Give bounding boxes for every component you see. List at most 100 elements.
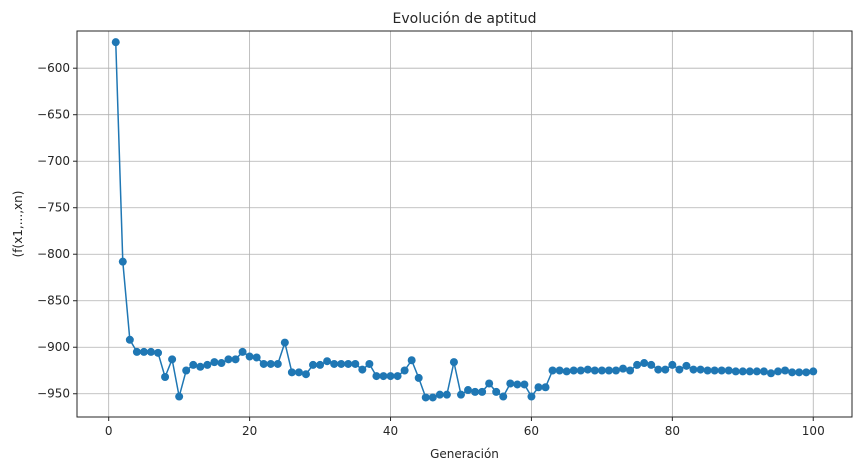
chart-title: Evolución de aptitud bbox=[393, 11, 537, 27]
y-tick-label: −900 bbox=[37, 340, 70, 354]
data-point bbox=[513, 380, 522, 389]
y-tick-label: −650 bbox=[37, 108, 70, 122]
data-point bbox=[745, 367, 754, 376]
data-point bbox=[499, 392, 508, 401]
data-point bbox=[759, 367, 768, 376]
y-tick-label: −850 bbox=[37, 294, 70, 308]
series bbox=[111, 38, 818, 402]
data-point bbox=[379, 372, 388, 381]
data-point bbox=[118, 257, 127, 266]
data-point bbox=[252, 353, 261, 362]
data-point bbox=[541, 383, 550, 392]
data-point bbox=[259, 359, 268, 368]
data-point bbox=[351, 359, 360, 368]
data-point bbox=[464, 386, 473, 395]
y-tick-label: −600 bbox=[37, 61, 70, 75]
data-point bbox=[231, 355, 240, 364]
data-point bbox=[449, 358, 458, 367]
data-point bbox=[492, 387, 501, 396]
data-point bbox=[435, 390, 444, 399]
data-point bbox=[323, 357, 332, 366]
y-tick-label: −750 bbox=[37, 201, 70, 215]
data-point bbox=[506, 379, 515, 388]
x-tick-label: 40 bbox=[383, 424, 398, 438]
data-point bbox=[358, 365, 367, 374]
data-point bbox=[146, 347, 155, 356]
data-point bbox=[724, 366, 733, 375]
data-point bbox=[696, 365, 705, 374]
data-point bbox=[647, 360, 656, 369]
data-point bbox=[626, 366, 635, 375]
data-point bbox=[330, 359, 339, 368]
data-point bbox=[132, 347, 141, 356]
y-tick-label: −700 bbox=[37, 154, 70, 168]
data-point bbox=[421, 393, 430, 402]
data-point bbox=[344, 359, 353, 368]
x-tick-label: 100 bbox=[802, 424, 825, 438]
data-point bbox=[196, 362, 205, 371]
data-point bbox=[590, 366, 599, 375]
data-point bbox=[161, 373, 170, 382]
data-point bbox=[224, 355, 233, 364]
data-point bbox=[280, 338, 289, 347]
data-point bbox=[675, 365, 684, 374]
axis-ticks: 0 20 40 60 80 100 −950 −900 −850 −800 −750 −700 −650… bbox=[37, 61, 825, 438]
series-line bbox=[115, 42, 814, 399]
data-point bbox=[703, 366, 712, 375]
data-point bbox=[245, 352, 254, 361]
data-point bbox=[682, 361, 691, 370]
data-point bbox=[611, 366, 620, 375]
y-axis-label: (f(x1,...,xn) bbox=[11, 191, 25, 258]
data-point bbox=[273, 359, 282, 368]
data-point bbox=[752, 367, 761, 376]
y-tick-label: −800 bbox=[37, 247, 70, 261]
data-point bbox=[407, 356, 416, 365]
data-point bbox=[238, 347, 247, 356]
data-point bbox=[456, 390, 465, 399]
x-axis-label: Generación bbox=[430, 447, 499, 461]
data-point bbox=[154, 348, 163, 357]
data-point bbox=[393, 372, 402, 381]
data-point bbox=[569, 366, 578, 375]
data-point bbox=[766, 369, 775, 378]
data-point bbox=[287, 368, 296, 377]
data-point bbox=[316, 360, 325, 369]
data-point bbox=[619, 364, 628, 373]
data-point bbox=[301, 370, 310, 379]
data-point bbox=[562, 367, 571, 376]
data-point bbox=[309, 360, 318, 369]
grid bbox=[77, 31, 852, 417]
x-tick-label: 0 bbox=[105, 424, 113, 438]
data-point bbox=[337, 359, 346, 368]
data-point bbox=[471, 387, 480, 396]
data-point bbox=[781, 366, 790, 375]
data-point bbox=[788, 368, 797, 377]
x-tick-label: 80 bbox=[665, 424, 680, 438]
data-point bbox=[555, 366, 564, 375]
data-point bbox=[217, 359, 226, 368]
data-point bbox=[738, 367, 747, 376]
data-point bbox=[689, 365, 698, 374]
data-point bbox=[386, 372, 395, 381]
data-point bbox=[294, 368, 303, 377]
plot-area-frame bbox=[76, 30, 853, 418]
data-point bbox=[534, 383, 543, 392]
data-point bbox=[372, 372, 381, 381]
data-point bbox=[111, 38, 120, 47]
data-point bbox=[583, 365, 592, 374]
data-point bbox=[182, 366, 191, 375]
data-point bbox=[365, 359, 374, 368]
data-point bbox=[633, 360, 642, 369]
data-point bbox=[710, 366, 719, 375]
data-point bbox=[485, 379, 494, 388]
data-point bbox=[478, 387, 487, 396]
data-point bbox=[597, 366, 606, 375]
data-point bbox=[414, 373, 423, 382]
data-point bbox=[266, 359, 275, 368]
data-point bbox=[175, 392, 184, 401]
data-point bbox=[527, 392, 536, 401]
data-point bbox=[168, 355, 177, 364]
data-point bbox=[774, 367, 783, 376]
y-tick-label: −950 bbox=[37, 387, 70, 401]
